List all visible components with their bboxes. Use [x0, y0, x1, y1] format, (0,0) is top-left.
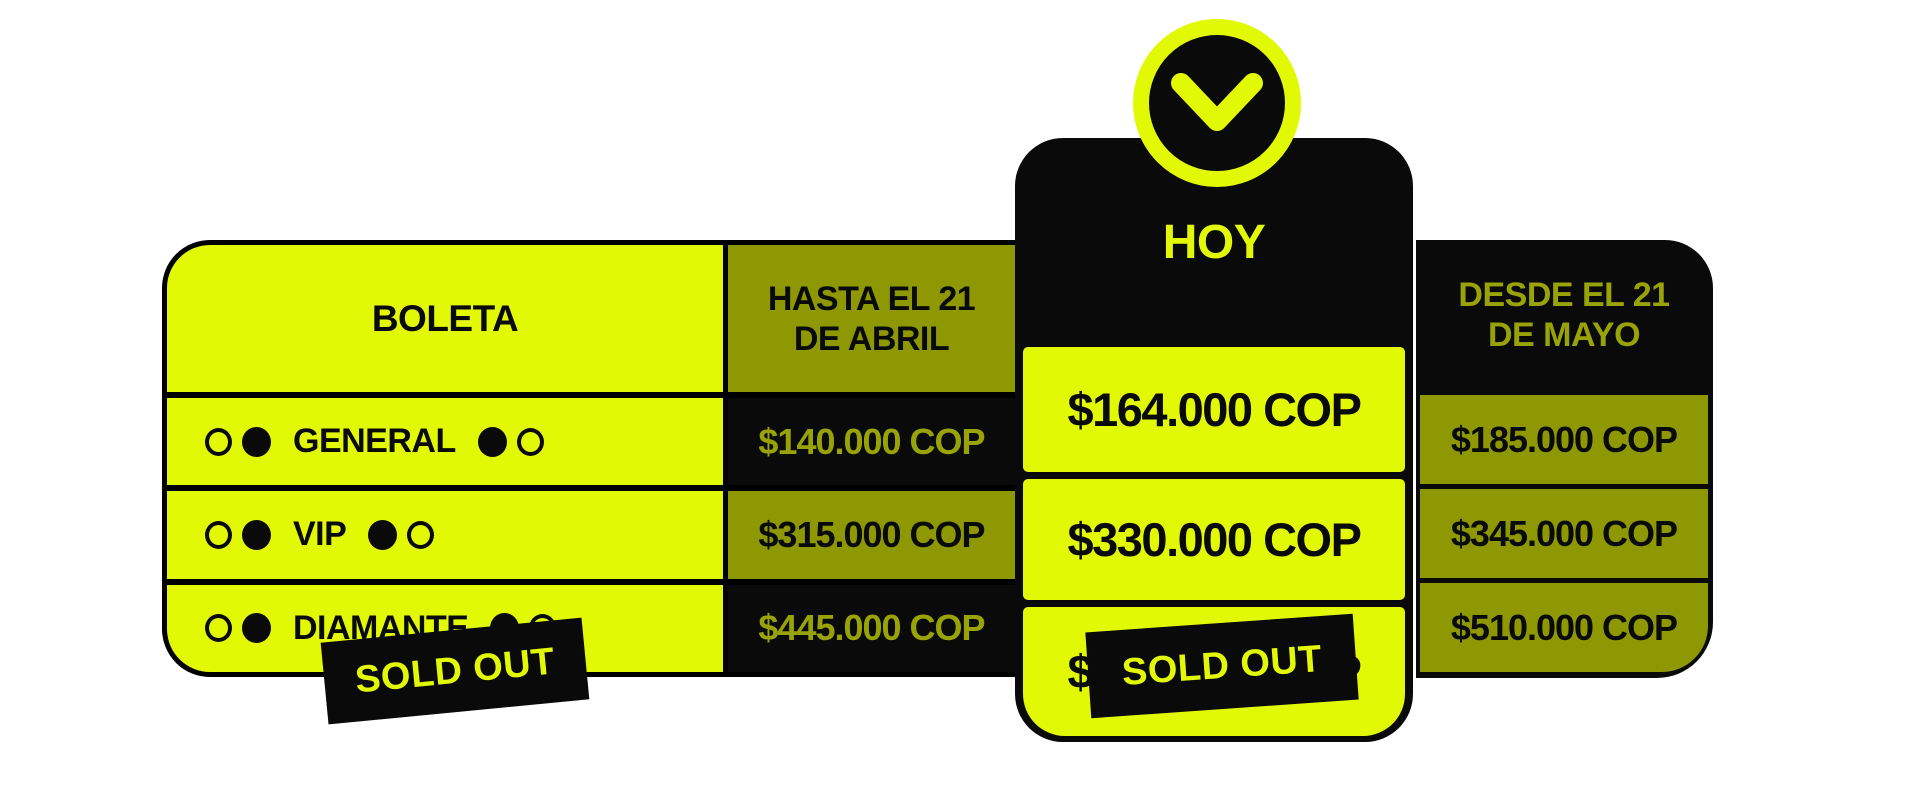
until-header-line1: HASTA EL 21: [767, 279, 976, 318]
from-price-card: DESDE EL 21 DE MAYO $185.000 COP $345.00…: [1416, 240, 1713, 678]
circle-filled-icon: [242, 613, 271, 644]
circle-outline-icon: [205, 427, 232, 456]
until-price: $140.000 COP: [758, 420, 985, 462]
until-price-cell: $445.000 COP: [728, 584, 1015, 672]
table-row-diamante: DIAMANTE $445.000 COP: [167, 578, 1015, 672]
until-header-label: HASTA EL 21 DE ABRIL: [767, 279, 976, 359]
from-price: $510.000 COP: [1450, 606, 1678, 648]
circle-filled-icon: [242, 519, 271, 550]
today-pointer-badge: [1133, 19, 1301, 187]
today-price-cell-general: $164.000 COP: [1023, 347, 1405, 472]
until-price-cell: $140.000 COP: [728, 398, 1015, 486]
today-header-cell: HOY: [1023, 138, 1405, 347]
boleta-header-cell: BOLETA: [167, 245, 728, 392]
decorative-circles: [205, 426, 271, 457]
until-header-cell: HASTA EL 21 DE ABRIL: [728, 245, 1015, 392]
circle-outline-icon: [407, 520, 435, 549]
decorative-circles: [477, 426, 544, 457]
from-header-line1: DESDE EL 21: [1458, 276, 1670, 314]
from-header-line2: DE MAYO: [1487, 316, 1641, 354]
decorative-circles: [368, 519, 435, 550]
chevron-down-icon: [1171, 73, 1263, 131]
from-price-cell-diamante: $510.000 COP: [1420, 583, 1708, 672]
from-price-cell-vip: $345.000 COP: [1420, 489, 1708, 578]
circle-outline-icon: [205, 614, 232, 643]
decorative-circles: [205, 613, 271, 644]
ticket-name-cell: GENERAL: [167, 398, 728, 486]
boleta-header-label: BOLETA: [371, 297, 519, 339]
table-row-general: GENERAL $140.000 COP: [167, 392, 1015, 486]
from-price-cell-general: $185.000 COP: [1420, 395, 1708, 484]
header-row: BOLETA HASTA EL 21 DE ABRIL: [167, 245, 1015, 392]
table-row-vip: VIP $315.000 COP: [167, 485, 1015, 579]
circle-filled-icon: [368, 519, 398, 550]
until-price: $315.000 COP: [758, 513, 985, 555]
sold-out-label: SOLD OUT: [353, 639, 557, 702]
ticket-label: VIP: [293, 515, 347, 554]
today-header-label: HOY: [1162, 216, 1266, 269]
today-price: $330.000 COP: [1067, 513, 1362, 566]
circle-filled-icon: [477, 426, 507, 457]
decorative-circles: [205, 519, 271, 550]
circle-filled-icon: [242, 426, 271, 457]
from-price: $185.000 COP: [1450, 418, 1678, 460]
until-header-line2: DE ABRIL: [793, 319, 950, 358]
today-price: $164.000 COP: [1067, 383, 1362, 436]
from-header-cell: DESDE EL 21 DE MAYO: [1420, 240, 1708, 390]
ticket-name-cell: VIP: [167, 491, 728, 579]
circle-outline-icon: [205, 520, 232, 549]
circle-outline-icon: [516, 427, 544, 456]
ticket-label: GENERAL: [293, 422, 456, 461]
from-price: $345.000 COP: [1450, 512, 1678, 554]
from-header-label: DESDE EL 21 DE MAYO: [1458, 275, 1670, 355]
today-price-cell-vip: $330.000 COP: [1023, 479, 1405, 600]
until-price-cell: $315.000 COP: [728, 491, 1015, 579]
boleta-until-panel: BOLETA HASTA EL 21 DE ABRIL GENERAL: [162, 240, 1020, 677]
sold-out-label: SOLD OUT: [1120, 637, 1324, 694]
until-price: $445.000 COP: [758, 607, 985, 649]
